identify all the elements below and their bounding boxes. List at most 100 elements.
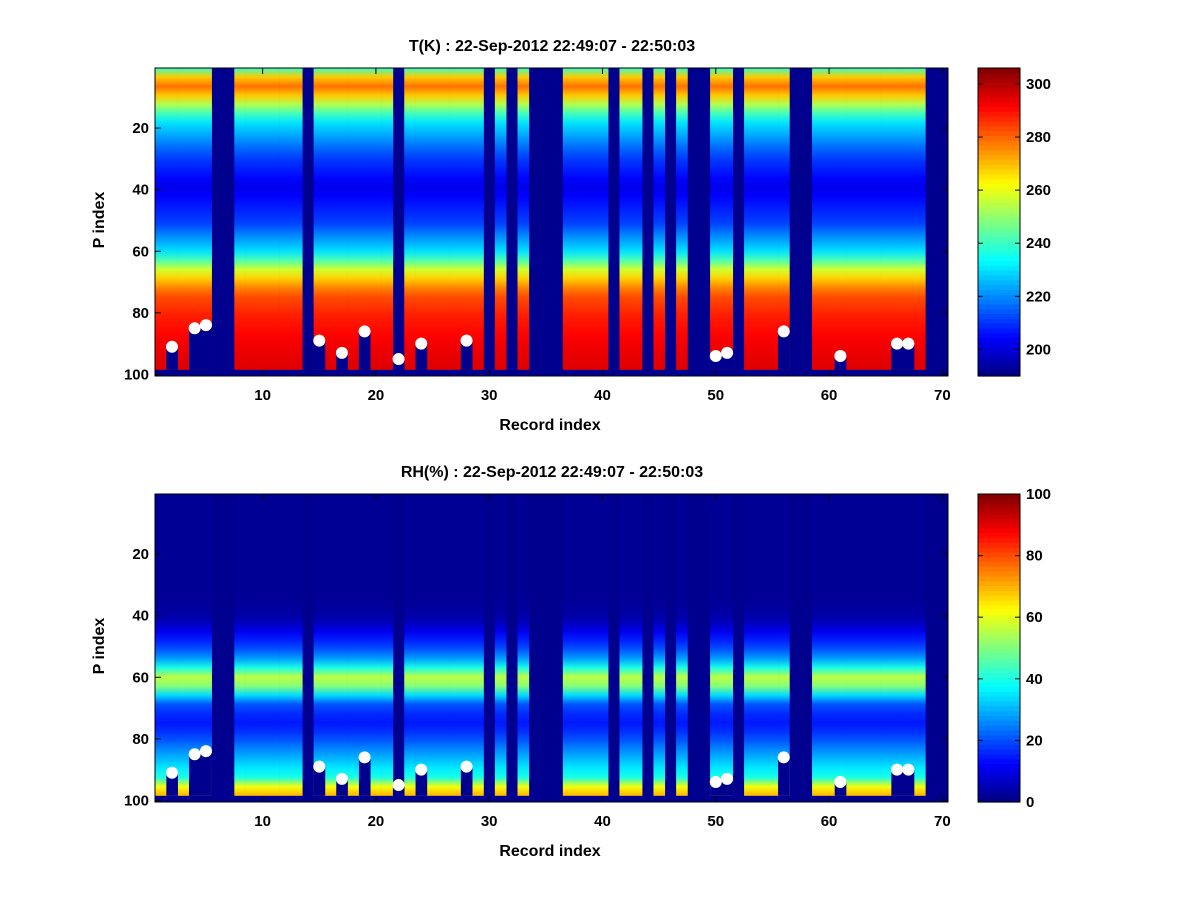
temperature-colorbar-segment-49 [978,135,1020,141]
humidity-record-column-42 [619,494,632,796]
humidity-record-column-31 [494,494,507,796]
temperature-colorbar-segment-26 [978,246,1020,252]
humidity-record-column-3 [177,494,190,796]
humidity-colorbar-segment-23 [978,686,1020,692]
temperature-colorbar-tick-label-240: 240 [1026,235,1051,252]
humidity-colorbar-segment-48 [978,566,1020,572]
humidity-x-axis-label: Record index [499,843,600,860]
temperature-below-surface-mask-50 [710,355,722,370]
humidity-colorbar-ticks: 0 20 40 60 80 100 [978,486,1051,811]
temperature-colorbar-tick-label-200: 200 [1026,341,1051,358]
temperature-record-column-47 [676,68,688,370]
temperature-record-column-65 [880,68,892,370]
temperature-colorbar-segment-43 [978,164,1020,170]
humidity-below-surface-mask-51 [721,778,734,796]
temperature-colorbar-segment-55 [978,106,1020,112]
temperature-record-column-16 [324,68,337,370]
humidity-colorbar-segment-61 [978,503,1020,510]
temperature-colorbar-segment-10 [978,323,1020,329]
temperature-colorbar-tick-label-280: 280 [1026,129,1051,146]
humidity-colorbar-segment-40 [978,604,1020,611]
temperature-surface-marker-51 [721,346,734,359]
temperature-record-column-9 [245,68,258,370]
temperature-below-surface-mask-51 [721,352,734,370]
humidity-y-tick-label-60: 60 [132,669,149,686]
humidity-colorbar-segment-50 [978,556,1020,562]
temperature-record-column-28 [460,68,473,370]
temperature-colorbar-segment-56 [978,101,1020,108]
temperature-record-column-24 [415,68,428,370]
temperature-record-column-2 [166,68,178,370]
temperature-colorbar-segment-28 [978,236,1020,242]
humidity-colorbar-segment-41 [978,599,1020,606]
temperature-record-column-21 [381,68,394,370]
temperature-colorbar-segment-12 [978,313,1020,319]
temperature-surface-marker-67 [902,337,915,350]
temperature-colorbar-frame [977,67,1021,377]
humidity-colorbar-segment-42 [978,595,1020,601]
humidity-record-column-43 [630,494,643,796]
temperature-x-tick-label-10: 10 [254,387,271,404]
humidity-record-column-66 [891,494,903,796]
humidity-record-column-53 [744,494,756,796]
temperature-x-tick-label-50: 50 [707,387,724,404]
temperature-colorbar-segment-13 [978,308,1020,315]
humidity-record-column-10 [256,494,269,796]
temperature-y-tick-label-60: 60 [132,243,149,260]
humidity-below-surface-mask-5 [200,751,212,796]
humidity-surface-marker-28 [460,760,473,773]
temperature-record-column-42 [619,68,632,370]
humidity-colorbar-segment-8 [978,758,1020,765]
humidity-below-surface-mask-17 [336,778,348,796]
humidity-record-column-9 [245,494,258,796]
temperature-colorbar-segment-35 [978,202,1020,209]
temperature-colorbar-tick-label-260: 260 [1026,182,1051,199]
temperature-colorbar-segment-58 [978,92,1020,98]
humidity-colorbar-segment-13 [978,734,1020,741]
temperature-record-column-59 [812,68,824,370]
temperature-colorbar-segment-63 [978,68,1020,74]
humidity-record-column-55 [766,494,779,796]
humidity-record-column-50 [710,494,722,796]
temperature-colorbar-segment-14 [978,303,1020,310]
temperature-record-column-20 [370,68,382,370]
temperature-x-tick-label-30: 30 [481,387,498,404]
humidity-x-ticks: 10 20 30 40 50 60 70 [254,494,951,830]
humidity-colorbar-segment-30 [978,652,1020,659]
temperature-record-column-56 [778,68,790,370]
humidity-colorbar-segment-4 [978,777,1020,784]
temperature-colorbar [978,68,1020,377]
humidity-record-column-60 [823,494,836,796]
temperature-colorbar-segment-38 [978,188,1020,194]
temperature-record-column-51 [721,68,734,370]
humidity-colorbar-segment-25 [978,676,1020,683]
humidity-record-column-23 [404,494,416,796]
temperature-surface-marker-5 [199,319,212,332]
humidity-colorbar-tick-label-100: 100 [1026,486,1051,503]
temperature-y-tick-label-100: 100 [124,366,149,383]
humidity-colorbar-segment-46 [978,575,1020,582]
temperature-below-surface-mask-61 [834,355,847,370]
temperature-below-surface-mask-66 [891,343,903,370]
humidity-colorbar-tick-label-0: 0 [1026,794,1034,811]
temperature-colorbar-tick-label-300: 300 [1026,76,1051,93]
temperature-colorbar-segment-21 [978,270,1020,276]
humidity-colorbar-segment-29 [978,657,1020,664]
temperature-colorbar-segment-52 [978,120,1020,127]
humidity-colorbar-segment-16 [978,720,1020,726]
humidity-record-column-47 [676,494,688,796]
temperature-below-surface-mask-5 [200,325,212,370]
humidity-surface-marker-17 [335,772,348,785]
humidity-colorbar-segment-55 [978,532,1020,538]
humidity-colorbar-segment-11 [978,744,1020,750]
temperature-record-column-26 [438,68,450,370]
temperature-surface-marker-66 [891,337,904,350]
temperature-colorbar-segment-48 [978,140,1020,146]
humidity-y-axis-label: P index [91,618,108,675]
temperature-surface-marker-50 [709,349,722,362]
humidity-record-column-24 [415,494,428,796]
humidity-colorbar-segment-36 [978,623,1020,630]
humidity-x-tick-label-20: 20 [368,813,385,830]
humidity-colorbar-segment-44 [978,585,1020,591]
temperature-colorbar-segment-61 [978,77,1020,84]
